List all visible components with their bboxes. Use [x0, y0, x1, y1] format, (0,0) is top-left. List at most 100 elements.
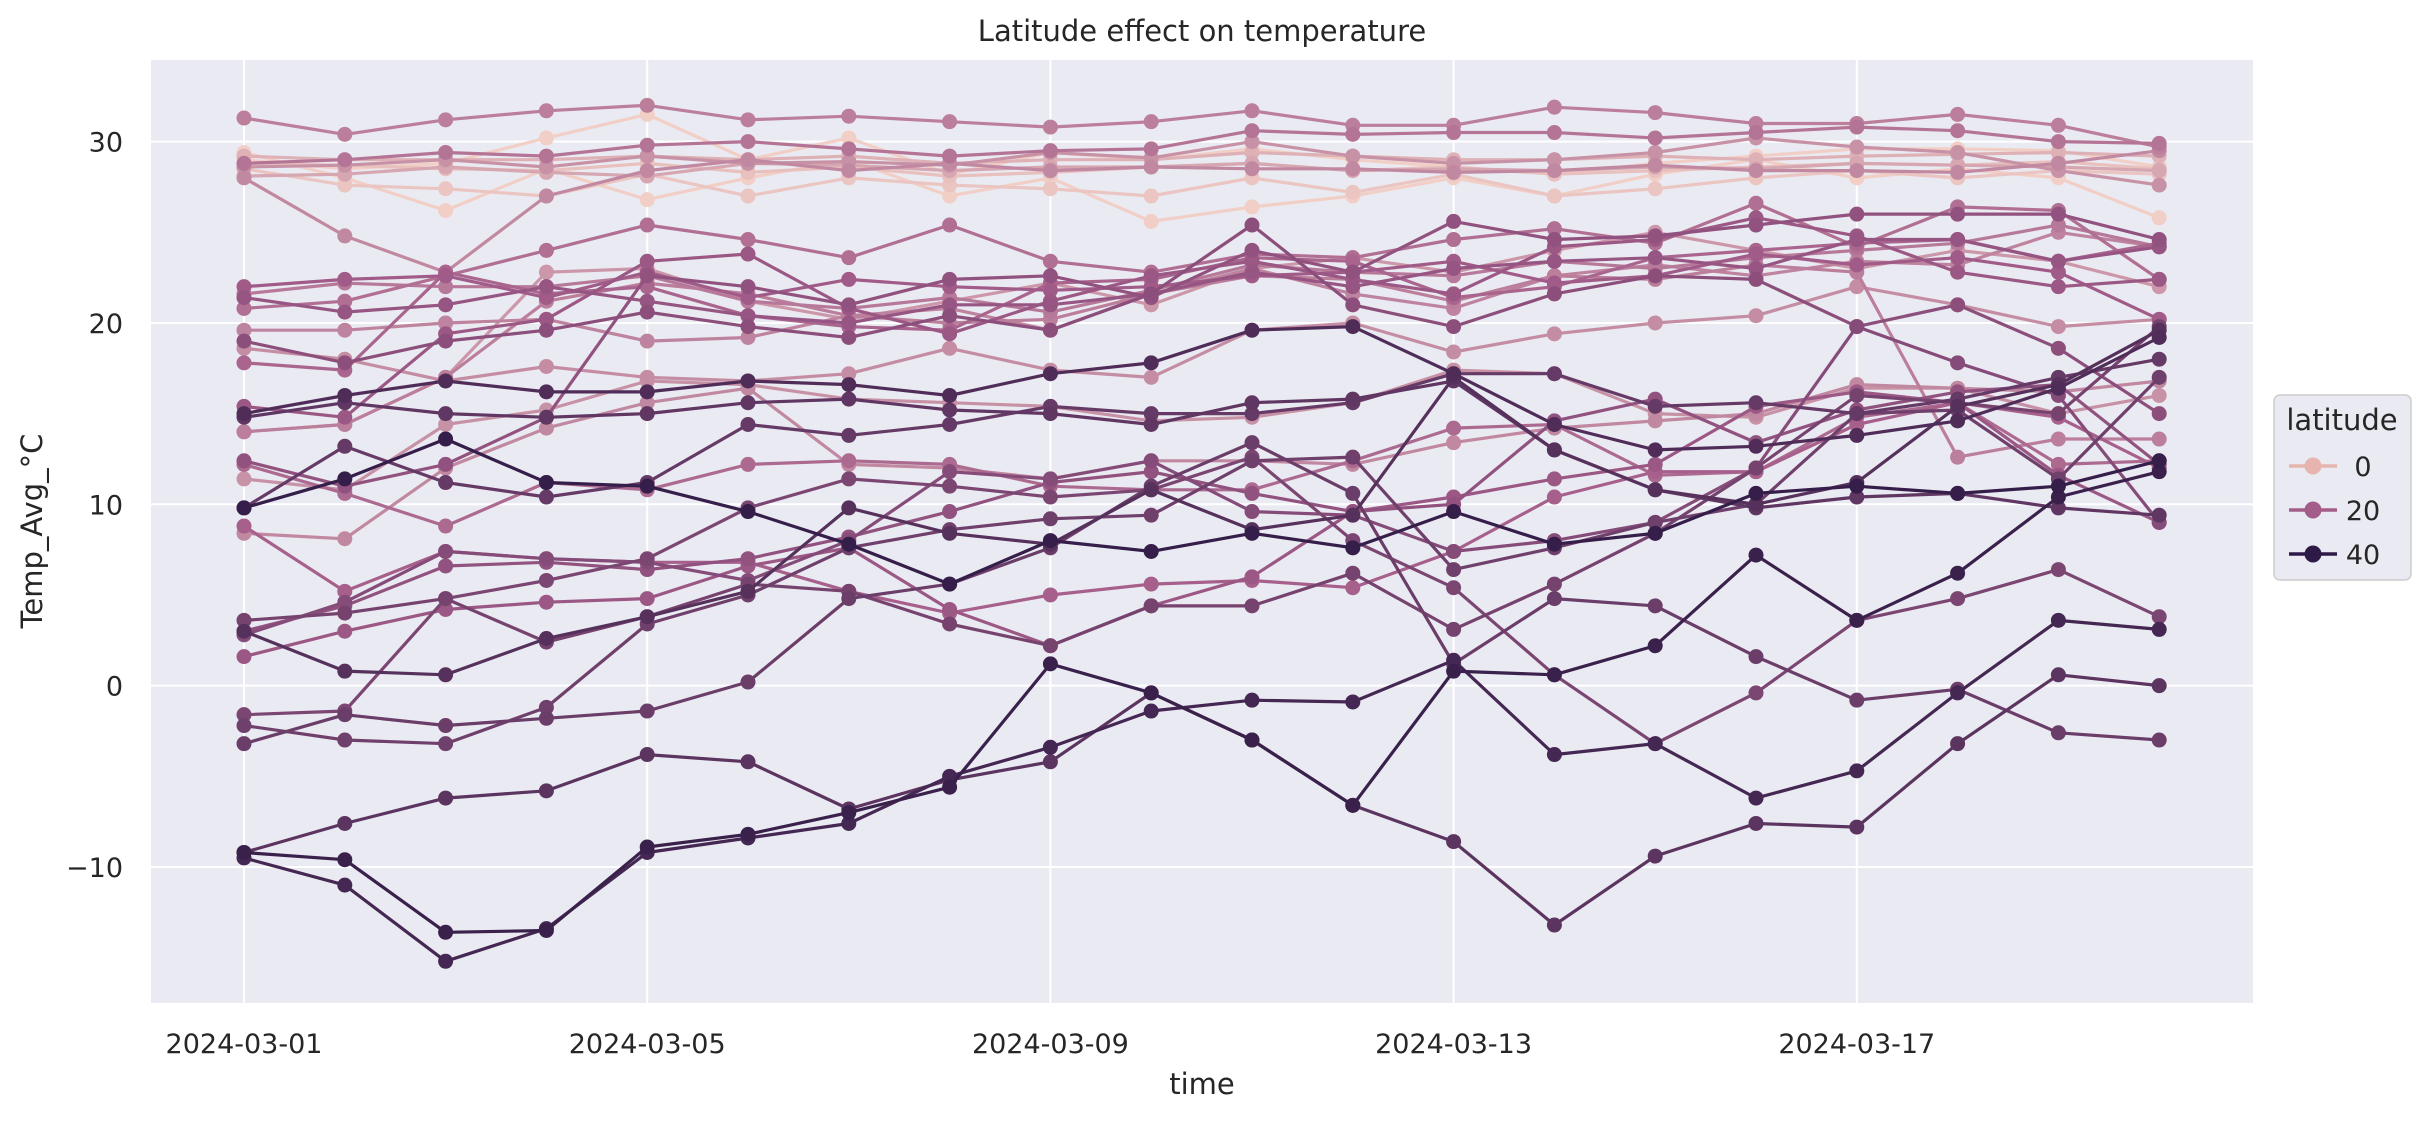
legend: latitude 0 20 40: [2273, 394, 2412, 581]
data-point: [1546, 275, 1562, 291]
y-tick-labels: −10 0 10 20 30: [66, 128, 123, 884]
legend-frame: [2273, 394, 2412, 581]
y-tick-label: 20: [89, 309, 123, 340]
data-point: [1546, 253, 1562, 269]
data-point: [942, 601, 958, 617]
series-line: [243, 285, 2160, 383]
data-point: [438, 924, 454, 940]
data-point: [1950, 206, 1966, 222]
data-point: [2050, 279, 2066, 295]
data-point: [1849, 763, 1865, 779]
series-line: [243, 125, 2160, 165]
data-point: [538, 130, 554, 146]
data-point: [438, 268, 454, 284]
data-point: [1042, 297, 1058, 313]
data-point: [1950, 106, 1966, 122]
data-point: [236, 707, 252, 723]
data-point: [236, 322, 252, 338]
data-point: [639, 268, 655, 284]
data-point: [1143, 159, 1159, 175]
data-point: [1345, 319, 1361, 335]
data-point: [1244, 123, 1260, 139]
data-point: [538, 922, 554, 938]
data-point: [1950, 123, 1966, 139]
data-point: [1647, 442, 1663, 458]
data-point: [538, 489, 554, 505]
data-point: [639, 304, 655, 320]
data-point: [1244, 242, 1260, 258]
data-point: [1244, 692, 1260, 708]
data-point: [538, 630, 554, 646]
data-point: [2050, 456, 2066, 472]
data-point: [1143, 576, 1159, 592]
legend-label: 40: [2346, 540, 2380, 571]
data-point: [1345, 184, 1361, 200]
data-point: [1748, 815, 1764, 831]
data-point: [1042, 181, 1058, 197]
data-point: [1546, 442, 1562, 458]
data-point: [1950, 736, 1966, 752]
data-point: [1647, 268, 1663, 284]
data-point: [1345, 279, 1361, 295]
data-point: [740, 232, 756, 248]
data-point: [841, 591, 857, 607]
data-point: [1748, 217, 1764, 233]
data-point: [639, 551, 655, 567]
data-point: [538, 242, 554, 258]
data-point: [740, 246, 756, 262]
data-point: [438, 601, 454, 617]
data-point: [639, 333, 655, 349]
data-point: [1042, 119, 1058, 135]
series-line-group: [236, 319, 2167, 654]
data-point: [2050, 478, 2066, 494]
data-point: [1446, 125, 1462, 141]
data-point: [538, 594, 554, 610]
legend-label: 0: [2354, 452, 2371, 483]
data-point: [942, 326, 958, 342]
series-line: [243, 237, 2160, 325]
data-point: [1244, 598, 1260, 614]
data-point: [841, 130, 857, 146]
data-point: [1244, 199, 1260, 215]
data-point: [1244, 134, 1260, 150]
data-point: [1143, 406, 1159, 422]
data-point: [1345, 148, 1361, 164]
series-line: [243, 212, 2160, 488]
data-point: [2050, 612, 2066, 628]
data-point: [1950, 250, 1966, 266]
data-point: [1345, 391, 1361, 407]
data-point: [2151, 464, 2167, 480]
data-point: [942, 387, 958, 403]
y-tick-label: 10: [89, 490, 123, 521]
data-point: [1042, 268, 1058, 284]
data-point: [236, 844, 252, 860]
data-point: [438, 736, 454, 752]
data-point: [1546, 188, 1562, 204]
data-point: [1446, 261, 1462, 277]
data-point: [639, 217, 655, 233]
data-point: [1950, 297, 1966, 313]
data-point: [1748, 163, 1764, 179]
data-point: [2151, 271, 2167, 287]
data-point: [337, 177, 353, 193]
data-point: [1446, 580, 1462, 596]
data-point: [438, 333, 454, 349]
data-point: [1748, 125, 1764, 141]
data-point: [841, 805, 857, 821]
data-point: [1042, 471, 1058, 487]
legend-marker-swatch: [2304, 501, 2322, 519]
data-point: [438, 543, 454, 559]
data-point: [2151, 453, 2167, 469]
data-point: [841, 297, 857, 313]
data-point: [1546, 286, 1562, 302]
data-point: [841, 536, 857, 552]
data-point: [1950, 164, 1966, 180]
series-line: [243, 441, 2160, 746]
data-point: [1244, 453, 1260, 469]
data-point: [337, 152, 353, 168]
data-point: [1345, 297, 1361, 313]
data-point: [438, 144, 454, 160]
data-point: [337, 663, 353, 679]
data-point: [942, 616, 958, 632]
data-point: [337, 355, 353, 371]
